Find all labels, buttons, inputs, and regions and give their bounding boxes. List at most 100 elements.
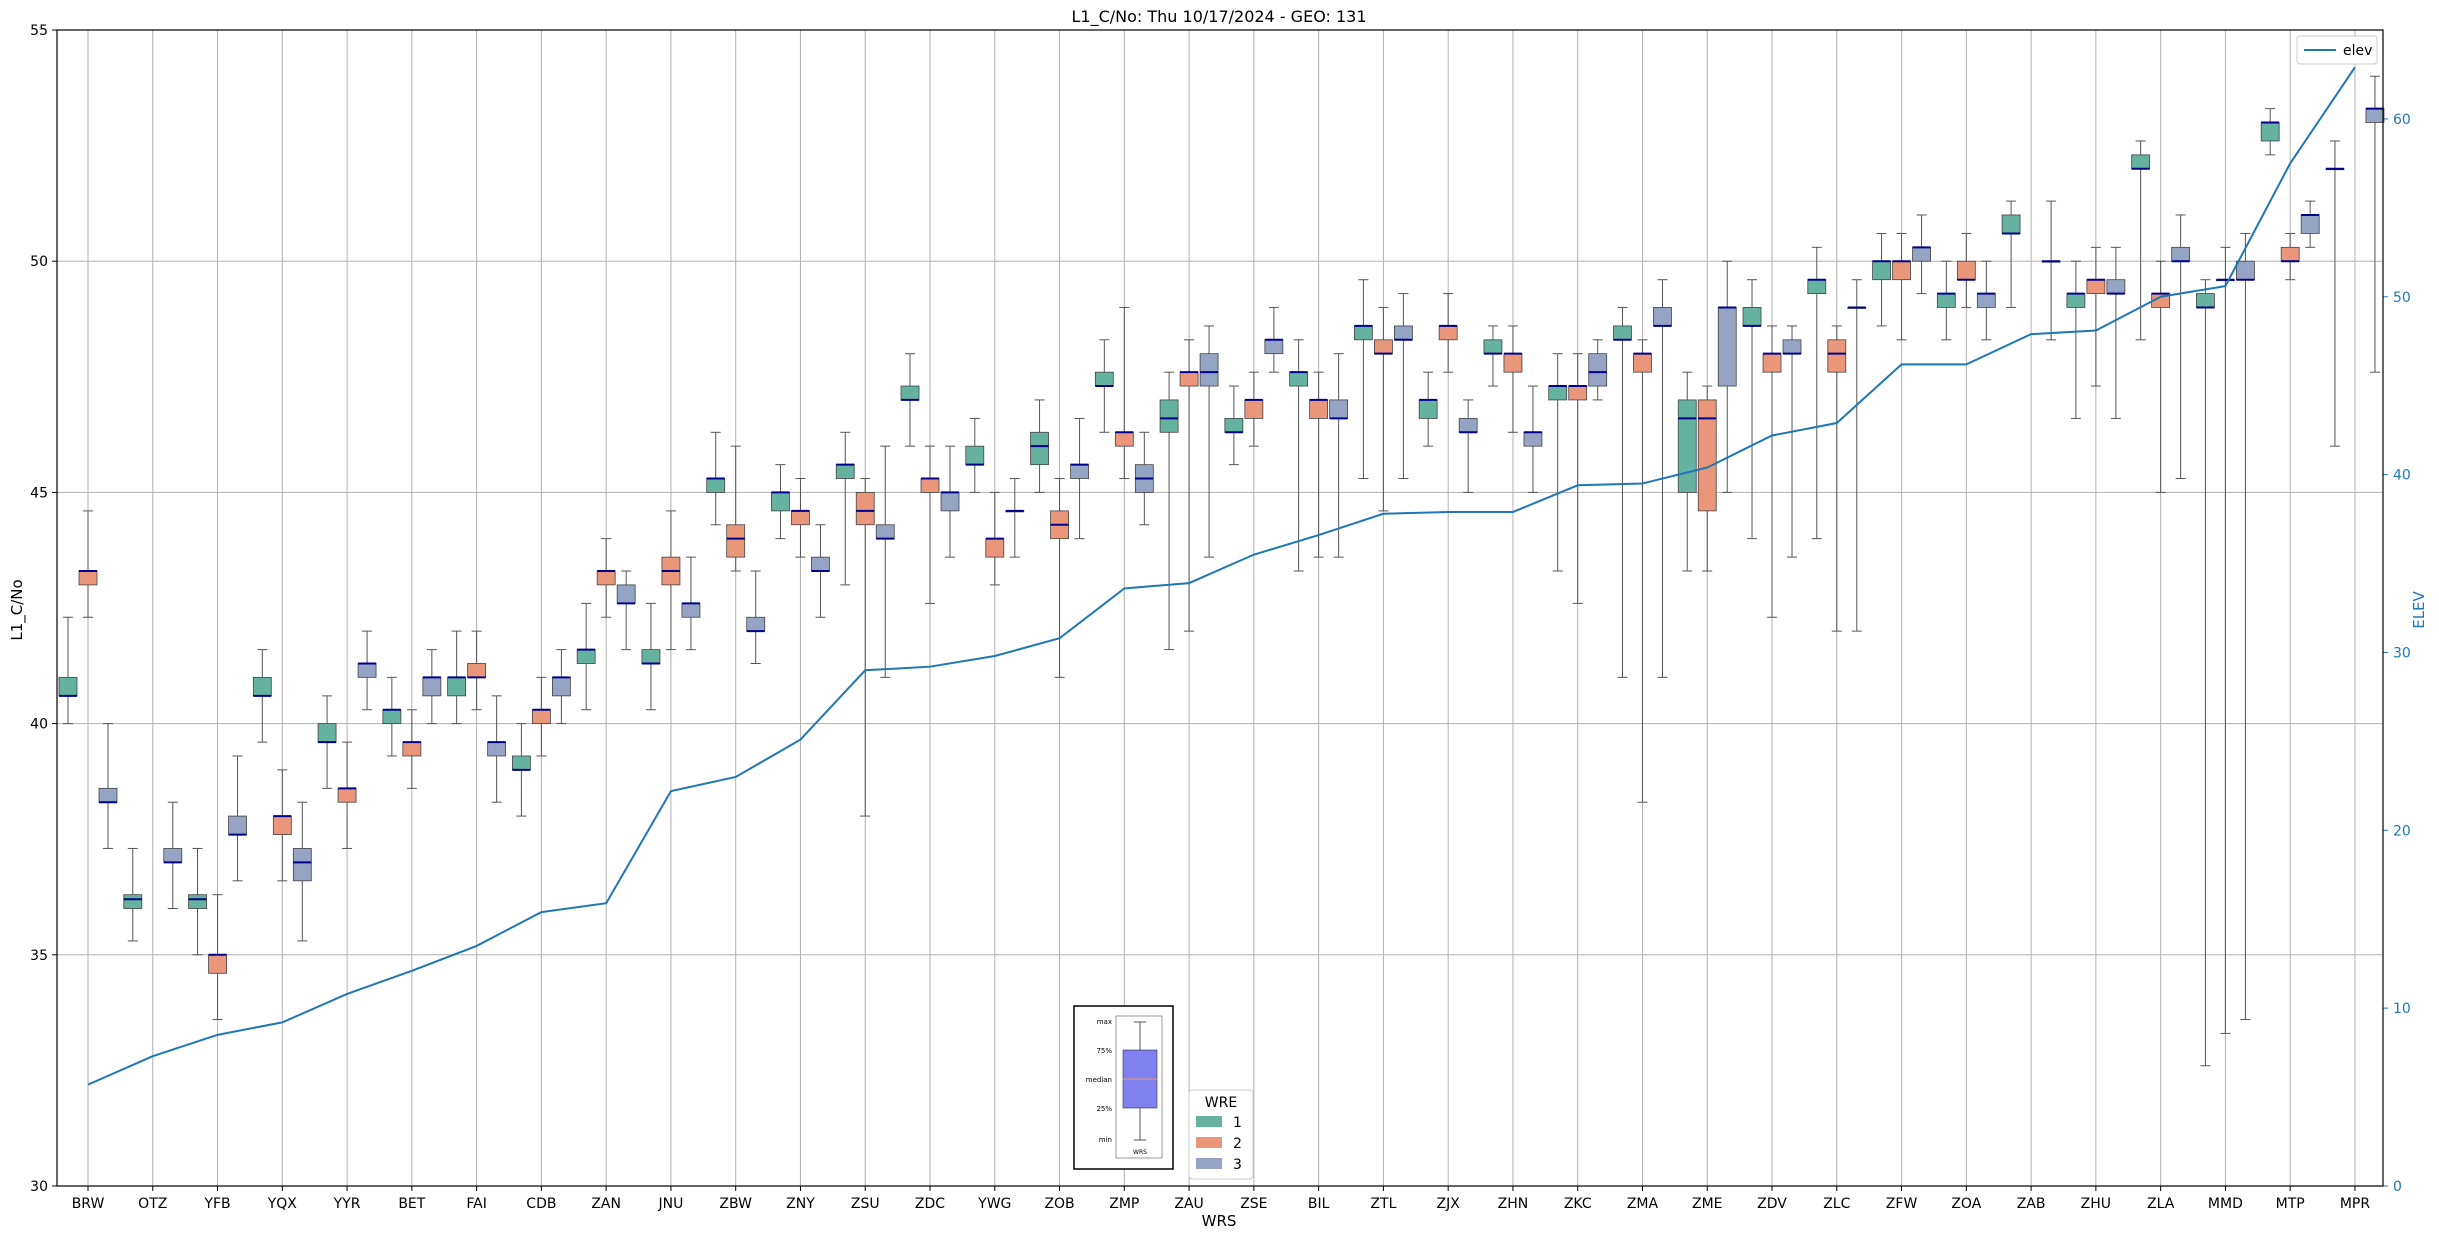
iqr-box bbox=[1159, 399, 1179, 433]
box-wre3-zjx bbox=[1458, 399, 1478, 493]
box-wre1-zsu bbox=[835, 431, 855, 586]
iqr-box bbox=[2131, 154, 2151, 170]
x-tick-label: ZHN bbox=[1498, 1196, 1529, 1212]
iqr-box bbox=[576, 649, 596, 664]
iqr-box bbox=[1483, 339, 1503, 355]
box-wre2-zse bbox=[1244, 371, 1264, 447]
iqr-box bbox=[467, 663, 487, 678]
iqr-box bbox=[835, 464, 855, 479]
box-wre1-zan bbox=[576, 602, 596, 711]
box-wre1-yyr bbox=[317, 695, 337, 789]
plot-frame bbox=[56, 29, 2384, 1187]
x-tick-label: YQX bbox=[267, 1196, 298, 1212]
x-tick-label: YWG bbox=[977, 1196, 1011, 1212]
box-wre1-zbw bbox=[706, 431, 726, 526]
x-tick-label: MPR bbox=[2340, 1196, 2371, 1212]
x-tick-label: ZDV bbox=[1757, 1196, 1787, 1212]
iqr-box bbox=[791, 510, 810, 526]
x-tick-label: ZHU bbox=[2081, 1196, 2111, 1212]
iqr-box bbox=[2300, 214, 2320, 234]
y2-tick-label: 50 bbox=[2393, 290, 2411, 306]
iqr-box bbox=[1199, 353, 1219, 387]
iqr-box bbox=[1309, 399, 1329, 419]
iqr-box bbox=[1374, 339, 1393, 355]
box-wre3-zdv bbox=[1782, 325, 1802, 558]
iqr-box bbox=[746, 616, 766, 632]
box-wre2-zdc bbox=[920, 445, 940, 604]
box-wre2-zau bbox=[1179, 339, 1199, 632]
box-wre1-zlc bbox=[1807, 246, 1827, 540]
x-tick-label: ZAU bbox=[1174, 1196, 1203, 1212]
box-wre3-zma bbox=[1653, 279, 1672, 678]
box-wre2-yqx bbox=[272, 769, 292, 882]
iqr-box bbox=[900, 385, 920, 401]
box-wre1-zob bbox=[1030, 399, 1049, 493]
key-label-max: max bbox=[1097, 1018, 1112, 1026]
x-axis: BRW OTZ YFB YQX YYR BET FAI CDB ZAN JNU ZBW ZNY ZSU Z… bbox=[72, 1186, 2371, 1212]
iqr-box bbox=[1782, 339, 1802, 355]
box-wre3-mmd bbox=[2236, 232, 2255, 1021]
elev-legend-label: elev bbox=[2343, 43, 2372, 59]
x-tick-label: ZLC bbox=[1823, 1196, 1850, 1212]
box-wre2-brw bbox=[78, 510, 98, 618]
box-wre3-zla bbox=[2171, 214, 2191, 480]
x-tick-label: ZMA bbox=[1627, 1196, 1659, 1212]
iqr-box bbox=[1070, 464, 1089, 479]
x-tick-label: JNU bbox=[658, 1196, 684, 1212]
iqr-box bbox=[940, 491, 960, 512]
iqr-box bbox=[98, 787, 118, 803]
iqr-box bbox=[1613, 325, 1632, 341]
boxplot-key-inset: max 75% median 25% min WRS bbox=[1073, 1005, 1174, 1170]
box-wre2-yfb bbox=[208, 894, 227, 1021]
iqr-box bbox=[1224, 418, 1244, 433]
iqr-box bbox=[1936, 293, 1956, 308]
box-wre3-bil bbox=[1329, 353, 1349, 558]
y2-tick-label: 0 bbox=[2393, 1179, 2402, 1195]
box-wre3-otz bbox=[163, 801, 183, 910]
iqr-box bbox=[1114, 431, 1134, 447]
box-wre2-zbw bbox=[726, 445, 746, 572]
iqr-box bbox=[2001, 214, 2021, 234]
x-tick-label: ZAN bbox=[591, 1196, 621, 1212]
box-wre3-yfb bbox=[228, 755, 247, 882]
x-tick-label: FAI bbox=[466, 1196, 486, 1212]
iqr-box bbox=[1179, 371, 1199, 387]
x-tick-label: BET bbox=[398, 1196, 425, 1212]
iqr-box bbox=[447, 676, 467, 697]
x-tick-label: ZME bbox=[1692, 1196, 1723, 1212]
box-wre1-zse bbox=[1224, 385, 1244, 466]
iqr-box bbox=[596, 570, 616, 586]
y2-axis-label: ELEV bbox=[2410, 590, 2428, 628]
grid-layer bbox=[57, 29, 2383, 1187]
x-tick-label: ZBW bbox=[719, 1196, 752, 1212]
iqr-box bbox=[1872, 260, 1891, 281]
box-wre1-zdv bbox=[1742, 279, 1762, 540]
iqr-box bbox=[1289, 371, 1309, 387]
box-wre2-zfw bbox=[1892, 232, 1911, 341]
iqr-box bbox=[1094, 371, 1114, 387]
iqr-box bbox=[2260, 122, 2280, 142]
box-wre2-zoa bbox=[1956, 232, 1976, 308]
x-tick-label: YFB bbox=[203, 1196, 230, 1212]
box-wre3-zob bbox=[1070, 417, 1089, 540]
box-wre2-fai bbox=[467, 630, 487, 711]
box-wre3-zlc bbox=[1847, 279, 1867, 632]
x-tick-label: ZSE bbox=[1240, 1196, 1267, 1212]
iqr-box bbox=[208, 954, 227, 974]
x-tick-label: MTP bbox=[2276, 1196, 2305, 1212]
wre-legend-swatch-3 bbox=[1196, 1158, 1222, 1169]
chart-title: L1_C/No: Thu 10/17/2024 - GEO: 131 bbox=[1071, 7, 1366, 27]
iqr-box bbox=[1633, 353, 1652, 373]
x-tick-label: YYR bbox=[333, 1196, 361, 1212]
box-wre1-cdb bbox=[511, 723, 531, 817]
box-wre1-bil bbox=[1289, 339, 1309, 572]
iqr-box bbox=[2236, 260, 2255, 281]
iqr-box bbox=[78, 570, 98, 586]
y-tick-label: 50 bbox=[30, 254, 48, 270]
x-tick-label: ZOB bbox=[1044, 1196, 1074, 1212]
iqr-box bbox=[1807, 279, 1827, 294]
box-wre2-zsu bbox=[855, 478, 875, 817]
iqr-box bbox=[511, 755, 531, 771]
box-wre1-mmd bbox=[2196, 279, 2215, 1067]
